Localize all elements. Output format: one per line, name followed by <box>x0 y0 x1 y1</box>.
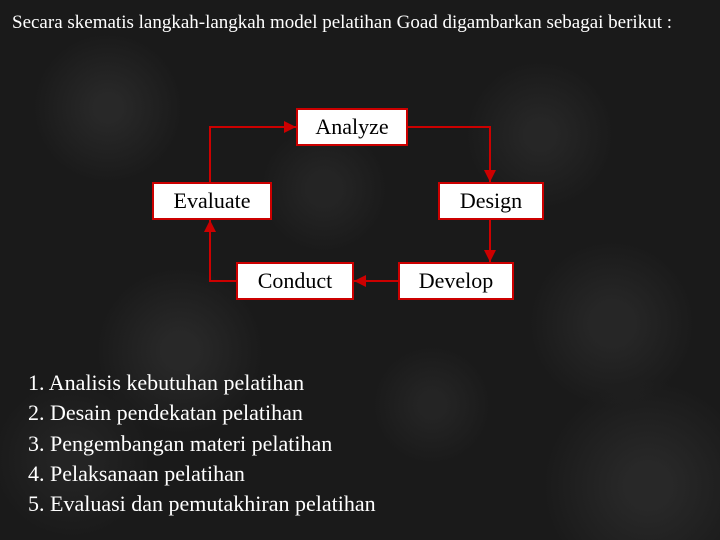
intro-text: Secara skematis langkah-langkah model pe… <box>12 10 700 36</box>
node-evaluate: Evaluate <box>152 182 272 220</box>
node-design: Design <box>438 182 544 220</box>
list-item: 5. Evaluasi dan pemutakhiran pelatihan <box>28 489 376 519</box>
list-item: 4. Pelaksanaan pelatihan <box>28 459 376 489</box>
list-item: 2. Desain pendekatan pelatihan <box>28 398 376 428</box>
steps-list: 1. Analisis kebutuhan pelatihan 2. Desai… <box>28 368 376 520</box>
node-analyze: Analyze <box>296 108 408 146</box>
node-conduct: Conduct <box>236 262 354 300</box>
edge-analyze-design <box>408 127 490 182</box>
goad-flowchart: Analyze Evaluate Design Conduct Develop <box>0 90 720 330</box>
list-item: 3. Pengembangan materi pelatihan <box>28 429 376 459</box>
edge-conduct-evaluate <box>210 220 236 281</box>
node-develop: Develop <box>398 262 514 300</box>
list-item: 1. Analisis kebutuhan pelatihan <box>28 368 376 398</box>
edge-evaluate-analyze <box>210 127 296 182</box>
